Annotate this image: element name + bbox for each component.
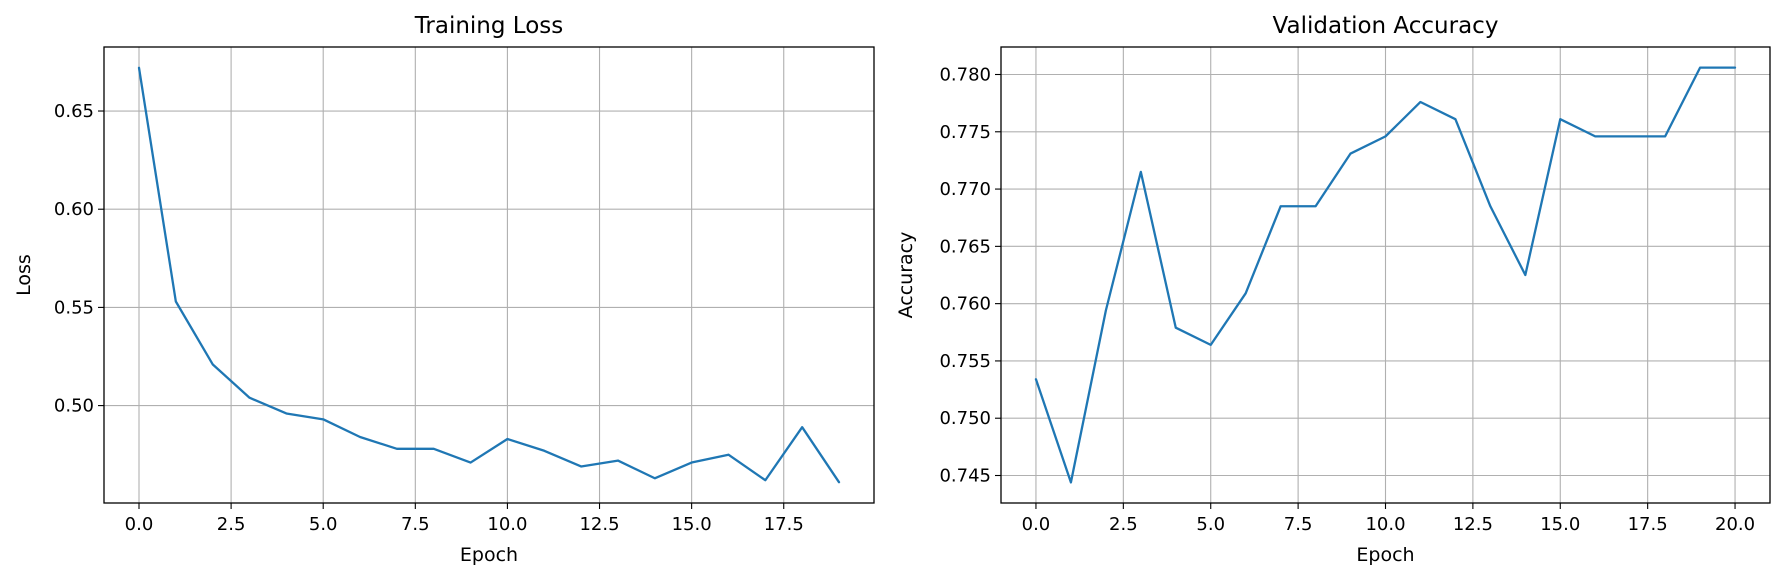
training-loss-x-tick-label: 0.0: [125, 514, 154, 535]
validation-accuracy-x-tick-label: 15.0: [1540, 514, 1580, 535]
training-loss-x-tick-label: 17.5: [764, 514, 804, 535]
training-loss-y-tick-label: 0.50: [54, 396, 94, 417]
training-loss-x-tick-label: 12.5: [579, 514, 619, 535]
training-loss-x-axis-label: Epoch: [460, 544, 518, 566]
validation-accuracy-x-tick-label: 5.0: [1196, 514, 1225, 535]
training-loss-y-tick-label: 0.60: [54, 199, 94, 220]
training-loss-x-tick-label: 7.5: [401, 514, 430, 535]
validation-accuracy-panel: 0.0 2.5 5.0 7.5 10.0 12.5 15.0 17.5 20.0 0.7450.…: [895, 13, 1771, 566]
validation-accuracy-x-tick-label: 12.5: [1453, 514, 1493, 535]
training-loss-x-tick-label: 5.0: [309, 514, 338, 535]
validation-accuracy-series: [1034, 66, 1737, 484]
validation-accuracy-title: Validation Accuracy: [1273, 13, 1499, 39]
validation-accuracy-x-tick-label: 7.5: [1284, 514, 1313, 535]
validation-accuracy-y-tick-label: 0.765: [939, 236, 991, 257]
training-loss-y-ticks: 0.50 0.55 0.60 0.65: [54, 101, 104, 417]
training-loss-plot-frame: [103, 46, 875, 504]
validation-accuracy-y-tick-label: 0.780: [939, 64, 991, 85]
validation-accuracy-y-axis-label: Accuracy: [895, 232, 917, 319]
validation-accuracy-x-tick-label: 2.5: [1109, 514, 1138, 535]
training-loss-grid: [104, 47, 874, 503]
validation-accuracy-x-axis-label: Epoch: [1356, 544, 1414, 566]
validation-accuracy-x-tick-label: 0.0: [1022, 514, 1051, 535]
validation-accuracy-y-tick-label: 0.760: [939, 294, 991, 315]
validation-accuracy-x-tick-label: 20.0: [1715, 514, 1755, 535]
validation-accuracy-y-tick-label: 0.775: [939, 122, 991, 143]
validation-accuracy-y-tick-label: 0.770: [939, 179, 991, 200]
training-loss-y-tick-label: 0.55: [54, 297, 94, 318]
validation-accuracy-x-tick-label: 17.5: [1628, 514, 1668, 535]
validation-accuracy-line: [1034, 66, 1737, 484]
training-loss-panel: 0.0 2.5 5.0 7.5 10.0 12.5 15.0 17.5 0.50 0.55 0.6…: [13, 13, 875, 566]
training-loss-x-tick-label: 2.5: [217, 514, 246, 535]
training-loss-x-tick-label: 15.0: [672, 514, 712, 535]
training-loss-y-axis-label: Loss: [13, 254, 35, 296]
training-loss-x-tick-label: 10.0: [487, 514, 527, 535]
training-loss-series: [137, 66, 841, 484]
training-loss-line: [137, 66, 841, 484]
validation-accuracy-y-tick-label: 0.750: [939, 408, 991, 429]
validation-accuracy-x-tick-label: 10.0: [1365, 514, 1405, 535]
training-loss-x-ticks: 0.0 2.5 5.0 7.5 10.0 12.5 15.0 17.5: [125, 503, 804, 535]
validation-accuracy-y-ticks: 0.745 0.750 0.755 0.760 0.765 0.770 0.775 0.780: [939, 64, 1001, 487]
training-loss-y-tick-label: 0.65: [54, 101, 94, 122]
validation-accuracy-y-tick-label: 0.745: [939, 466, 991, 487]
validation-accuracy-y-tick-label: 0.755: [939, 351, 991, 372]
validation-accuracy-x-ticks: 0.0 2.5 5.0 7.5 10.0 12.5 15.0 17.5 20.0: [1022, 503, 1755, 535]
validation-accuracy-grid: [1001, 47, 1770, 503]
training-loss-title: Training Loss: [414, 13, 564, 39]
